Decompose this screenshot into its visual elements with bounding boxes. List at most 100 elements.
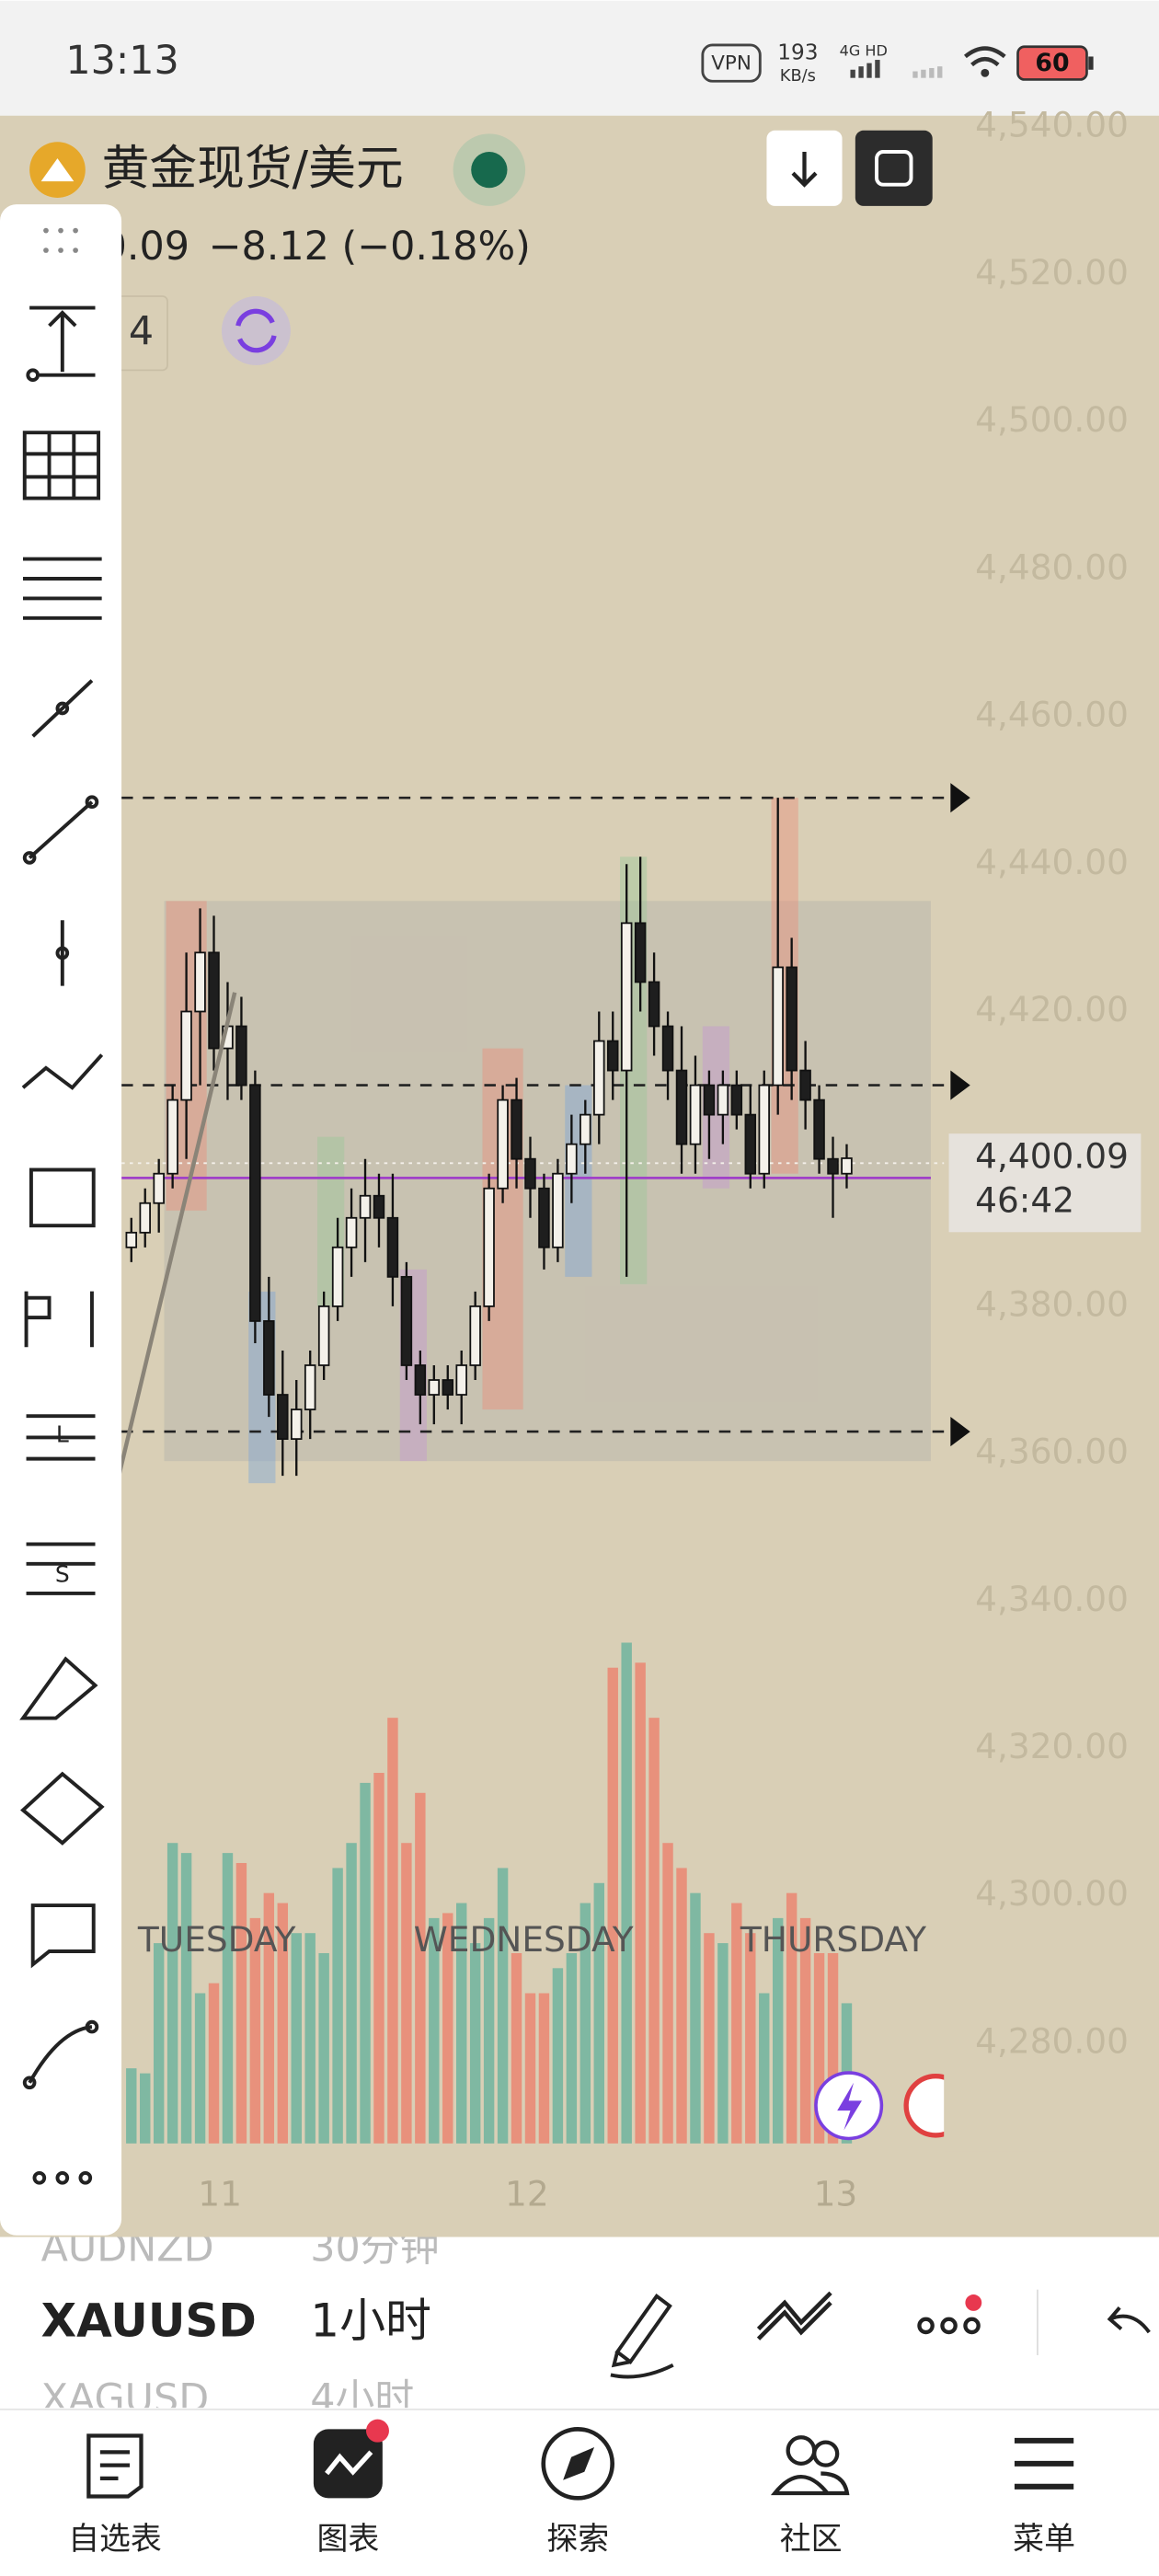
- y-tick-label: 4,420.00: [975, 989, 1129, 1029]
- tool-long[interactable]: [26, 1414, 96, 1461]
- fullscreen-icon: [875, 150, 913, 187]
- candle-body: [524, 1157, 536, 1190]
- y-tick-label: 4,340.00: [975, 1579, 1129, 1619]
- battery: [1016, 45, 1088, 81]
- tool-grid[interactable]: [22, 431, 101, 500]
- more-button[interactable]: [917, 2317, 981, 2335]
- tool-note[interactable]: [30, 1903, 96, 1969]
- volume-bar: [469, 1943, 481, 2144]
- signal-icon-2: [912, 66, 943, 78]
- candle-body: [277, 1394, 289, 1440]
- volume-bar: [263, 1892, 275, 2144]
- candle-body: [414, 1364, 427, 1396]
- volume-bar: [277, 1903, 289, 2144]
- indicator-button[interactable]: [756, 2291, 832, 2340]
- tool-fib[interactable]: [22, 557, 102, 620]
- undo-button[interactable]: [1107, 2306, 1151, 2334]
- x-tick-label: 13: [814, 2173, 858, 2214]
- last-price-box: [948, 1133, 1142, 1233]
- candle-body: [208, 951, 220, 1050]
- candle-body: [194, 951, 206, 1013]
- candle-body: [813, 1098, 825, 1160]
- candle-body: [153, 1172, 165, 1204]
- scroll-icon: [791, 151, 818, 188]
- battery-level: 60: [1035, 49, 1069, 77]
- tool-arrow[interactable]: [29, 305, 96, 377]
- y-tick-label: 4,480.00: [975, 546, 1129, 587]
- net-speed-unit: KB/s: [780, 66, 816, 86]
- y-tick-label: 4,300.00: [975, 1873, 1129, 1914]
- day-label: WEDNESDAY: [414, 1919, 634, 1960]
- toolbar-icons: [19, 305, 105, 2185]
- volume-bar: [208, 1983, 220, 2144]
- volume-bar: [304, 1933, 316, 2144]
- candle-body: [345, 1216, 358, 1248]
- volume-bar: [635, 1662, 646, 2144]
- nav-label[interactable]: 探索: [546, 2521, 609, 2557]
- range-box: [164, 901, 931, 1462]
- tool-pattern[interactable]: [24, 1291, 94, 1348]
- volume-bar: [166, 1843, 178, 2144]
- candle-body: [317, 1305, 330, 1366]
- volume-bar: [524, 1993, 536, 2144]
- level-arrow: [950, 783, 970, 813]
- volume-bar: [648, 1718, 660, 2144]
- plot-area: [121, 796, 945, 2144]
- sync-button[interactable]: [221, 296, 291, 365]
- tool-ray[interactable]: [31, 679, 94, 738]
- candle-body: [552, 1172, 564, 1248]
- last-price-label: 4,400.09: [975, 1135, 1129, 1176]
- nav-icon-compass: [563, 2447, 595, 2480]
- tool-brush[interactable]: [19, 1656, 98, 1720]
- nav-icon-community[interactable]: [770, 2435, 850, 2496]
- volume-bar: [387, 1718, 398, 2144]
- candle-body: [841, 1157, 853, 1175]
- candle-body: [648, 981, 660, 1028]
- draw-button[interactable]: [610, 2294, 674, 2379]
- volume-bar: [759, 1993, 770, 2144]
- countdown: 46:42: [975, 1180, 1074, 1221]
- volume-bar: [442, 1913, 453, 2144]
- nav-icon-menu[interactable]: [1014, 2437, 1074, 2490]
- level-arrow: [950, 1417, 970, 1447]
- volume-bar: [552, 1968, 564, 2144]
- vpn-label: VPN: [711, 52, 752, 75]
- symbol-icon-glyph: [40, 158, 75, 182]
- wifi-dot: [981, 68, 990, 77]
- lightning-icon: [837, 2082, 862, 2131]
- tool-line[interactable]: [28, 800, 94, 859]
- nav-label[interactable]: 图表: [316, 2521, 379, 2557]
- volume-bar: [799, 1917, 811, 2144]
- symbol-picker: AUDNZD 30分钟 XAUUSD 1小时 XAGUSD 4小时: [41, 2237, 440, 2409]
- candle-body: [263, 1320, 275, 1396]
- sync-icon: [235, 308, 277, 353]
- volume-bar: [401, 1843, 412, 2144]
- clock: 13:13: [65, 38, 178, 84]
- volume-bar: [566, 1952, 578, 2144]
- tool-short[interactable]: [26, 1542, 96, 1595]
- volume-bar: [318, 1952, 329, 2144]
- candle-body: [717, 1084, 729, 1116]
- candle-body: [772, 966, 784, 1087]
- vpn-badge: [701, 43, 762, 83]
- volume-bar: [704, 1933, 715, 2144]
- nav-label[interactable]: 自选表: [68, 2521, 162, 2557]
- nav-label[interactable]: 社区: [780, 2521, 843, 2557]
- tool-path[interactable]: [21, 1053, 104, 1090]
- nav-icon-explore[interactable]: [541, 2427, 615, 2501]
- volume-bar: [291, 1933, 302, 2144]
- candle-body: [249, 1084, 261, 1322]
- candle-body: [758, 1084, 770, 1175]
- nav-label[interactable]: 菜单: [1013, 2521, 1075, 2557]
- candle-body: [730, 1084, 743, 1116]
- volume-bar: [511, 1952, 522, 2144]
- nav-icon-watchlist[interactable]: [86, 2433, 143, 2499]
- symbol-name: 黄金现货/美元: [102, 141, 404, 196]
- tool-polygon[interactable]: [20, 1771, 105, 1846]
- x-tick-label: 12: [505, 2173, 549, 2214]
- volume-bar: [180, 1853, 192, 2144]
- fullscreen-button[interactable]: [855, 130, 933, 206]
- y-tick-label: 4,540.00: [975, 105, 1129, 145]
- tool-rect[interactable]: [29, 1167, 96, 1228]
